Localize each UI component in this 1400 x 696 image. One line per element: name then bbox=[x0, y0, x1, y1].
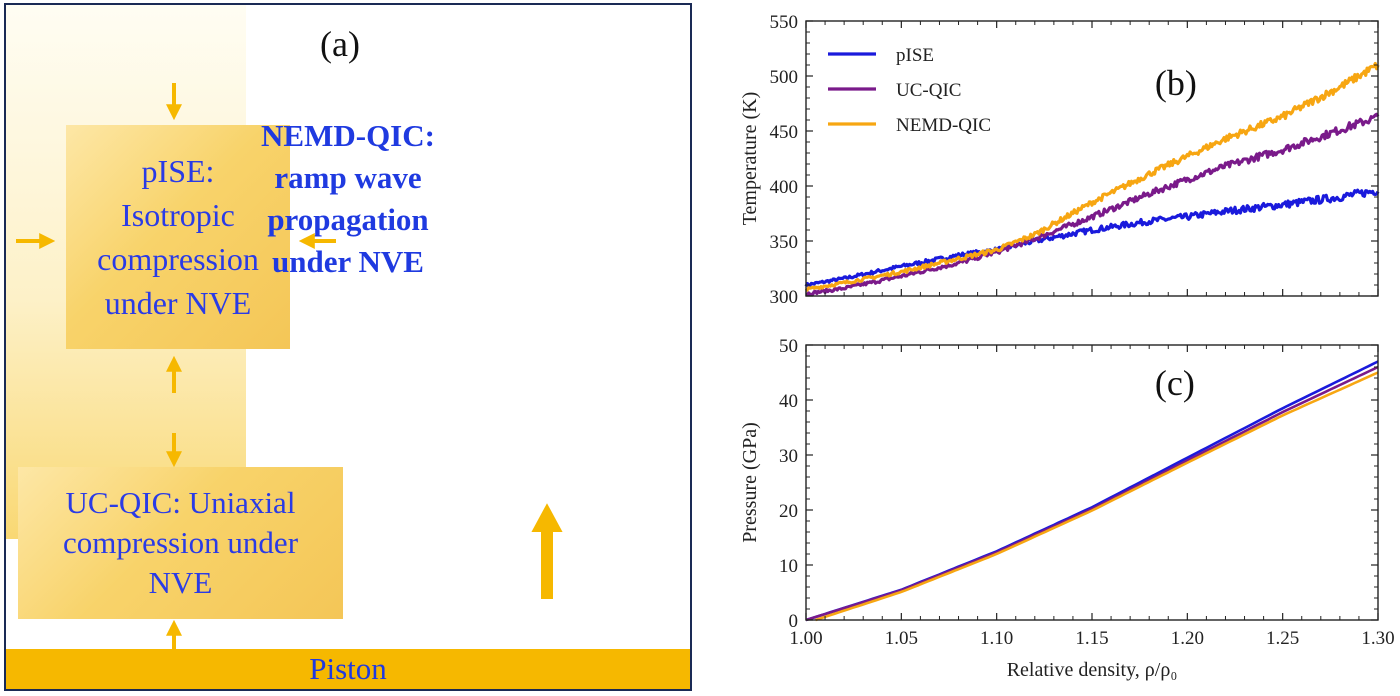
y-tick-label: 300 bbox=[770, 287, 799, 308]
series-line-pise bbox=[804, 188, 1380, 288]
compression-arrows bbox=[16, 83, 563, 655]
pise-line-2: Isotropic bbox=[121, 197, 235, 233]
y-tick-label: 350 bbox=[770, 232, 799, 253]
temperature-chart: 300 350 400 450 500 550 Temperature (K) (b) pISE… bbox=[739, 12, 1380, 308]
y-tick-label: 20 bbox=[779, 501, 798, 522]
y-tick-label: 450 bbox=[770, 122, 799, 143]
nemd-box: NEMD-QIC: ramp wave propagation under NV… bbox=[6, 5, 690, 689]
y-tick-label: 400 bbox=[770, 177, 799, 198]
x-tick-label: 1.05 bbox=[885, 628, 918, 649]
x-tick-label: 1.20 bbox=[1171, 628, 1204, 649]
series-line-nemd-qic bbox=[804, 61, 1380, 293]
ucqic-line-3: NVE bbox=[148, 565, 213, 600]
x-tick-label: 1.30 bbox=[1361, 628, 1394, 649]
legend-entry: UC-QIC bbox=[896, 80, 961, 101]
nemd-line-3: propagation bbox=[267, 202, 429, 237]
x-axis-label: Relative density, ρ/ρ₀ bbox=[1007, 659, 1178, 681]
series-line-nemd-qic bbox=[815, 371, 1379, 622]
y-tick-label: 30 bbox=[779, 446, 798, 467]
panel-a-schematic: (a) pISE: Isotropic compression under NV… bbox=[4, 3, 692, 691]
panel-a-label: (a) bbox=[320, 24, 360, 64]
pise-box: pISE: Isotropic compression under NVE bbox=[66, 125, 290, 349]
pise-line-3: compression bbox=[97, 241, 259, 277]
y-tick-label: 50 bbox=[779, 336, 798, 357]
pise-line-4: under NVE bbox=[104, 285, 252, 321]
pise-line-1: pISE: bbox=[141, 153, 215, 189]
plot-frame bbox=[805, 20, 1379, 297]
ucqic-box: UC-QIC: Uniaxial compression under NVE bbox=[18, 467, 343, 619]
plot-frame bbox=[805, 344, 1379, 621]
legend-entry: NEMD-QIC bbox=[896, 115, 991, 136]
y-tick-label: 0 bbox=[789, 611, 799, 632]
pressure-chart: 1.00 1.05 1.10 1.15 1.20 1.25 1.30 0 10 20 30 40 50 P… bbox=[739, 336, 1395, 681]
x-tick-label: 1.10 bbox=[980, 628, 1013, 649]
ucqic-line-2: compression under bbox=[62, 525, 299, 560]
panel-label: (c) bbox=[1155, 363, 1195, 403]
y-tick-label: 10 bbox=[779, 556, 798, 577]
y-tick-label: 500 bbox=[770, 67, 799, 88]
y-axis-label: Pressure (GPa) bbox=[739, 422, 761, 543]
x-tick-label: 1.00 bbox=[789, 628, 822, 649]
y-tick-label: 40 bbox=[779, 391, 798, 412]
legend-entry: pISE bbox=[896, 45, 934, 66]
nemd-line-1: NEMD-QIC: bbox=[261, 118, 435, 153]
series-line-uc-qic bbox=[805, 112, 1380, 296]
nemd-line-4: under NVE bbox=[272, 244, 424, 279]
panel-label: (b) bbox=[1155, 63, 1197, 103]
series-line-uc-qic bbox=[805, 365, 1379, 622]
piston: Piston bbox=[6, 649, 690, 689]
y-tick-label: 550 bbox=[770, 12, 799, 33]
piston-label: Piston bbox=[309, 651, 387, 686]
x-tick-label: 1.15 bbox=[1075, 628, 1108, 649]
ucqic-line-1: UC-QIC: Uniaxial bbox=[65, 485, 296, 520]
y-axis-label: Temperature (K) bbox=[739, 92, 761, 226]
series-line-pise bbox=[805, 360, 1379, 622]
nemd-line-2: ramp wave bbox=[274, 160, 422, 195]
x-tick-label: 1.25 bbox=[1266, 628, 1299, 649]
